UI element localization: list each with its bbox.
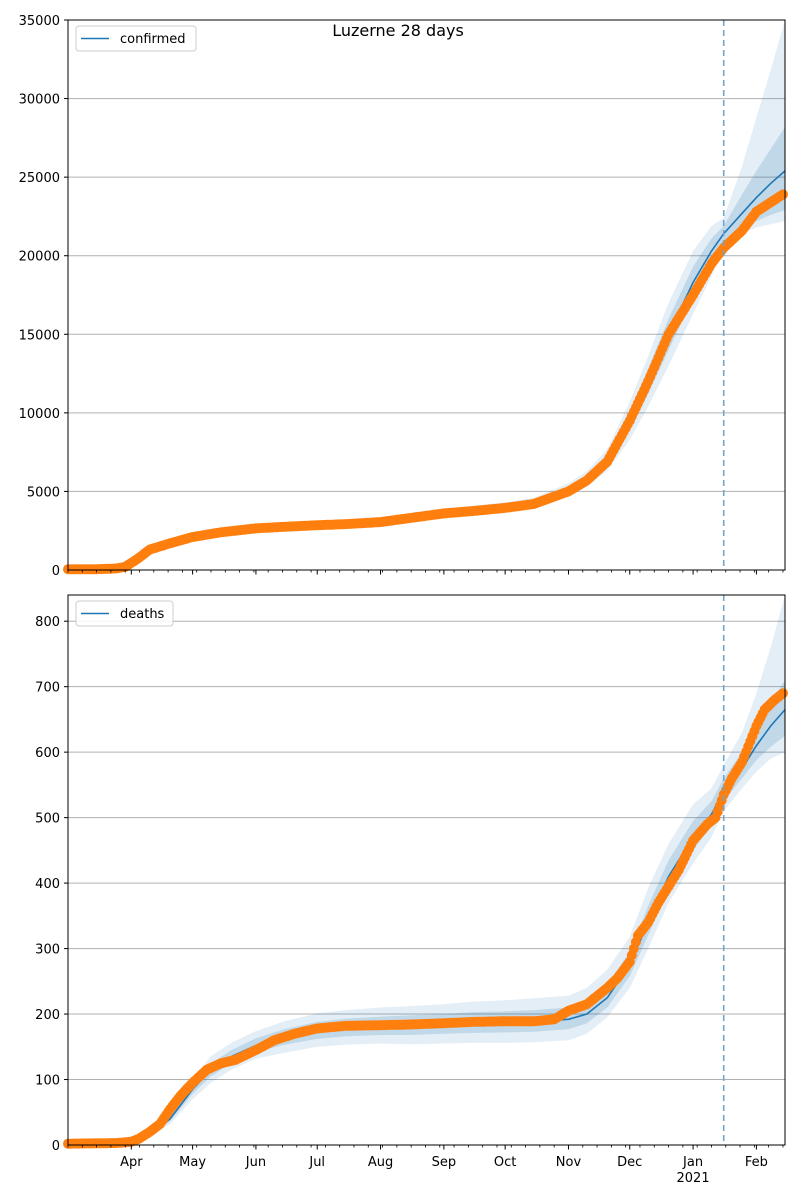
x-tick-label: Dec (617, 1155, 642, 1170)
chart-title: Luzerne 28 days (332, 21, 464, 40)
x-tick-label: Aug (368, 1155, 393, 1170)
model-line (67, 709, 786, 1145)
x-tick-label: Sep (432, 1155, 457, 1170)
y-tick-label: 400 (35, 877, 60, 892)
inner-uncertainty-band (68, 126, 785, 570)
x-tick-label: Feb (745, 1155, 768, 1170)
y-tick-label: 700 (35, 681, 60, 696)
x-tick-label: Apr (120, 1155, 143, 1170)
legend-label: deaths (120, 607, 165, 622)
x-tick-label: Nov (556, 1155, 582, 1170)
outer-uncertainty-band (68, 20, 785, 570)
y-tick-label: 200 (35, 1008, 60, 1023)
y-tick-label: 500 (35, 812, 60, 827)
x-tick-label: Oct (494, 1155, 516, 1170)
legend-label: confirmed (120, 32, 186, 47)
y-tick-label: 5000 (27, 485, 60, 500)
y-tick-label: 20000 (19, 250, 60, 265)
x-year-label: 2021 (677, 1171, 710, 1186)
y-tick-label: 100 (35, 1074, 60, 1089)
y-tick-label: 0 (52, 1139, 60, 1154)
y-tick-label: 10000 (19, 407, 60, 422)
observed-point (778, 189, 788, 200)
y-tick-label: 15000 (19, 328, 60, 343)
deaths-panel: 0 100 200 300 400 500 600 700 800 Apr May Jun Jul Aug… (35, 594, 788, 1186)
axes-frame (67, 19, 786, 571)
x-tick-label: Jun (245, 1155, 266, 1170)
confirmed-panel: 0 5000 10000 15000 20000 25000 30000 35000 confi… (19, 14, 788, 579)
y-tick-label: 35000 (19, 14, 60, 29)
inner-uncertainty-band (68, 680, 785, 1144)
model-line (67, 170, 786, 570)
y-tick-label: 800 (35, 615, 60, 630)
axes-frame (67, 594, 786, 1146)
y-tick-label: 300 (35, 943, 60, 958)
legend-box (75, 600, 174, 627)
y-tick-label: 0 (52, 564, 60, 579)
observed-point (778, 688, 788, 699)
x-tick-label: Jul (308, 1155, 325, 1170)
x-tick-label: Jan (682, 1155, 703, 1170)
y-tick-label: 600 (35, 746, 60, 761)
outer-uncertainty-band (68, 595, 785, 1144)
y-tick-label: 30000 (19, 93, 60, 108)
legend-box (75, 25, 197, 52)
x-tick-label: May (179, 1155, 206, 1170)
y-tick-label: 25000 (19, 171, 60, 186)
